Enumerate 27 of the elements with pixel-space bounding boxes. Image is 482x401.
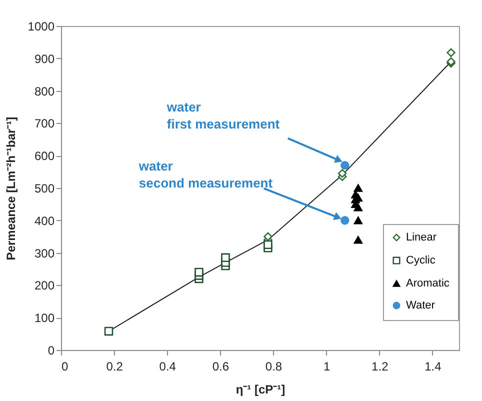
y-tick-label: 100: [34, 311, 55, 326]
y-tick-label: 400: [34, 214, 55, 228]
x-axis-title: η⁻¹ [cP⁻¹]: [236, 382, 286, 396]
x-tick-label: 0.4: [159, 360, 176, 374]
y-axis-title: Permeance [Lm⁻²h⁻¹bar⁻¹]: [4, 116, 18, 260]
y-tick-label: 0: [48, 344, 55, 358]
annotation: water second measurement: [138, 158, 274, 190]
y-tick-label: 300: [34, 246, 55, 260]
annotation: water first measurement: [166, 99, 280, 132]
y-tick-label: 200: [34, 278, 55, 293]
legend-label: Water: [406, 300, 436, 312]
x-tick-label: 0.8: [265, 360, 282, 374]
y-tick-label: 500: [34, 182, 55, 196]
legend-label: Linear: [406, 232, 437, 244]
y-tick-label: 900: [34, 52, 55, 66]
x-tick-label: 0.2: [106, 360, 124, 374]
x-tick-label: 1.4: [424, 360, 442, 374]
x-tick-label: 0.6: [212, 360, 230, 374]
y-tick-label: 1000: [28, 20, 55, 34]
x-tick-label: 1: [323, 360, 330, 374]
legend-label: Aromatic: [406, 278, 450, 290]
y-tick-label: 700: [34, 116, 55, 131]
x-tick-label: 1.2: [372, 360, 389, 374]
y-tick-label: 800: [34, 84, 55, 98]
y-tick-label: 600: [34, 149, 55, 164]
x-tick-label: 0: [62, 360, 68, 374]
legend-label: Cyclic: [406, 254, 436, 266]
